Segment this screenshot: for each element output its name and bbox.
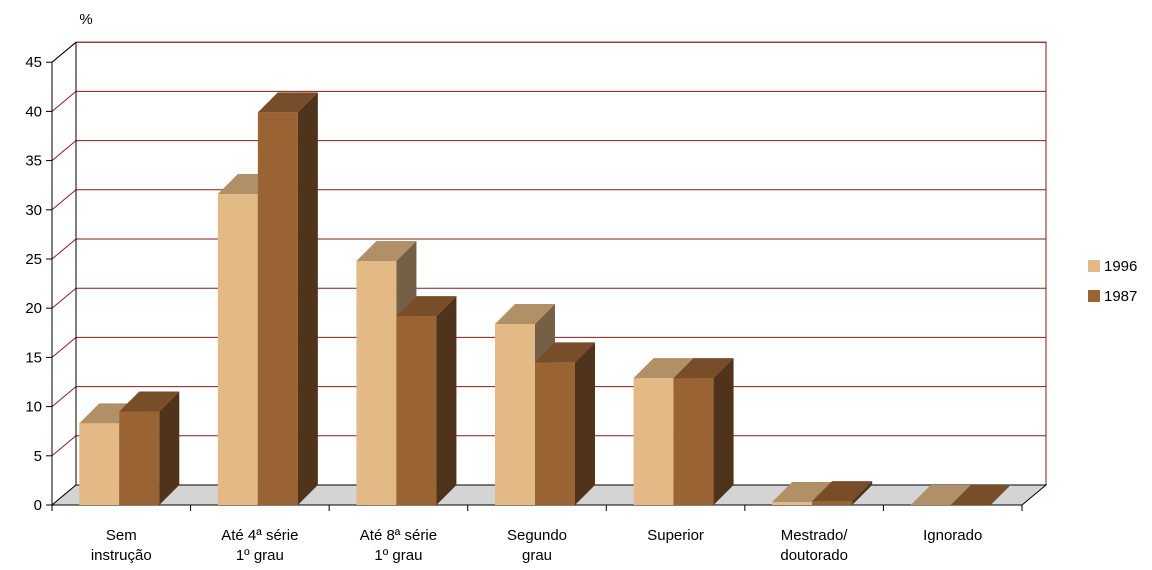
x-tick-label: Segundo [507,527,567,544]
y-tick-label: 30 [25,202,42,219]
gridline-side [51,238,77,260]
y-tick-label: 20 [25,300,42,317]
bar-front [772,502,813,505]
bar-front [79,423,120,505]
legend-label: 1996 [1104,258,1137,275]
bar-front [535,362,575,505]
gridline-side [51,140,77,161]
bar-front [673,378,714,505]
bar-front [633,378,674,505]
bar-side [575,342,595,505]
gridline-side [51,91,77,112]
y-tick-label: 35 [25,153,42,170]
bar-top [356,240,417,261]
x-tick-label: grau [522,547,552,564]
bar-front [217,194,258,505]
y-tick-label: 15 [25,349,42,366]
bar-front [257,112,298,505]
y-axis-top [51,41,77,63]
bar-side [159,391,180,505]
bar-side [436,296,457,505]
x-tick-label: instrução [91,547,152,564]
bar [119,391,180,505]
bar-front [495,323,535,505]
bar-front [396,316,437,505]
y-axis-label: % [79,11,92,28]
gridline-side [51,189,77,211]
bar-front [356,260,397,505]
y-tick-label: 0 [34,497,42,514]
bar-front [119,411,160,505]
bar [535,342,595,505]
y-tick-label: 45 [25,54,42,71]
bar [396,296,457,505]
bar [257,92,318,505]
x-tick-label: Até 8ª série [360,527,437,544]
x-tick-label: Sem [106,527,137,544]
y-tick-label: 25 [25,251,42,268]
y-tick-label: 40 [25,103,42,120]
x-tick-label: Ignorado [923,527,982,544]
legend-swatch [1088,260,1100,272]
x-tick-label: 1º grau [374,547,422,564]
bar-front [812,501,853,505]
y-tick-label: 10 [25,399,42,416]
bar [673,358,734,505]
x-tick-label: Mestrado/ [781,527,849,544]
gridline-side [51,435,77,457]
legend-label: 1987 [1104,288,1137,305]
y-tick-label: 5 [34,448,42,465]
bar-side [297,92,318,505]
bar-top [950,485,1011,505]
bar-side [713,358,734,505]
gridline-side [51,287,77,309]
x-tick-label: 1º grau [236,547,284,564]
gridline-side [51,337,77,358]
x-tick-label: doutorado [780,547,848,564]
bar [812,481,873,505]
x-tick-label: Superior [647,527,704,544]
legend-swatch [1088,290,1100,302]
x-tick-label: Até 4ª série [221,527,298,544]
bar [950,485,1011,505]
gridline-side [51,386,77,407]
bar-side [852,481,873,505]
